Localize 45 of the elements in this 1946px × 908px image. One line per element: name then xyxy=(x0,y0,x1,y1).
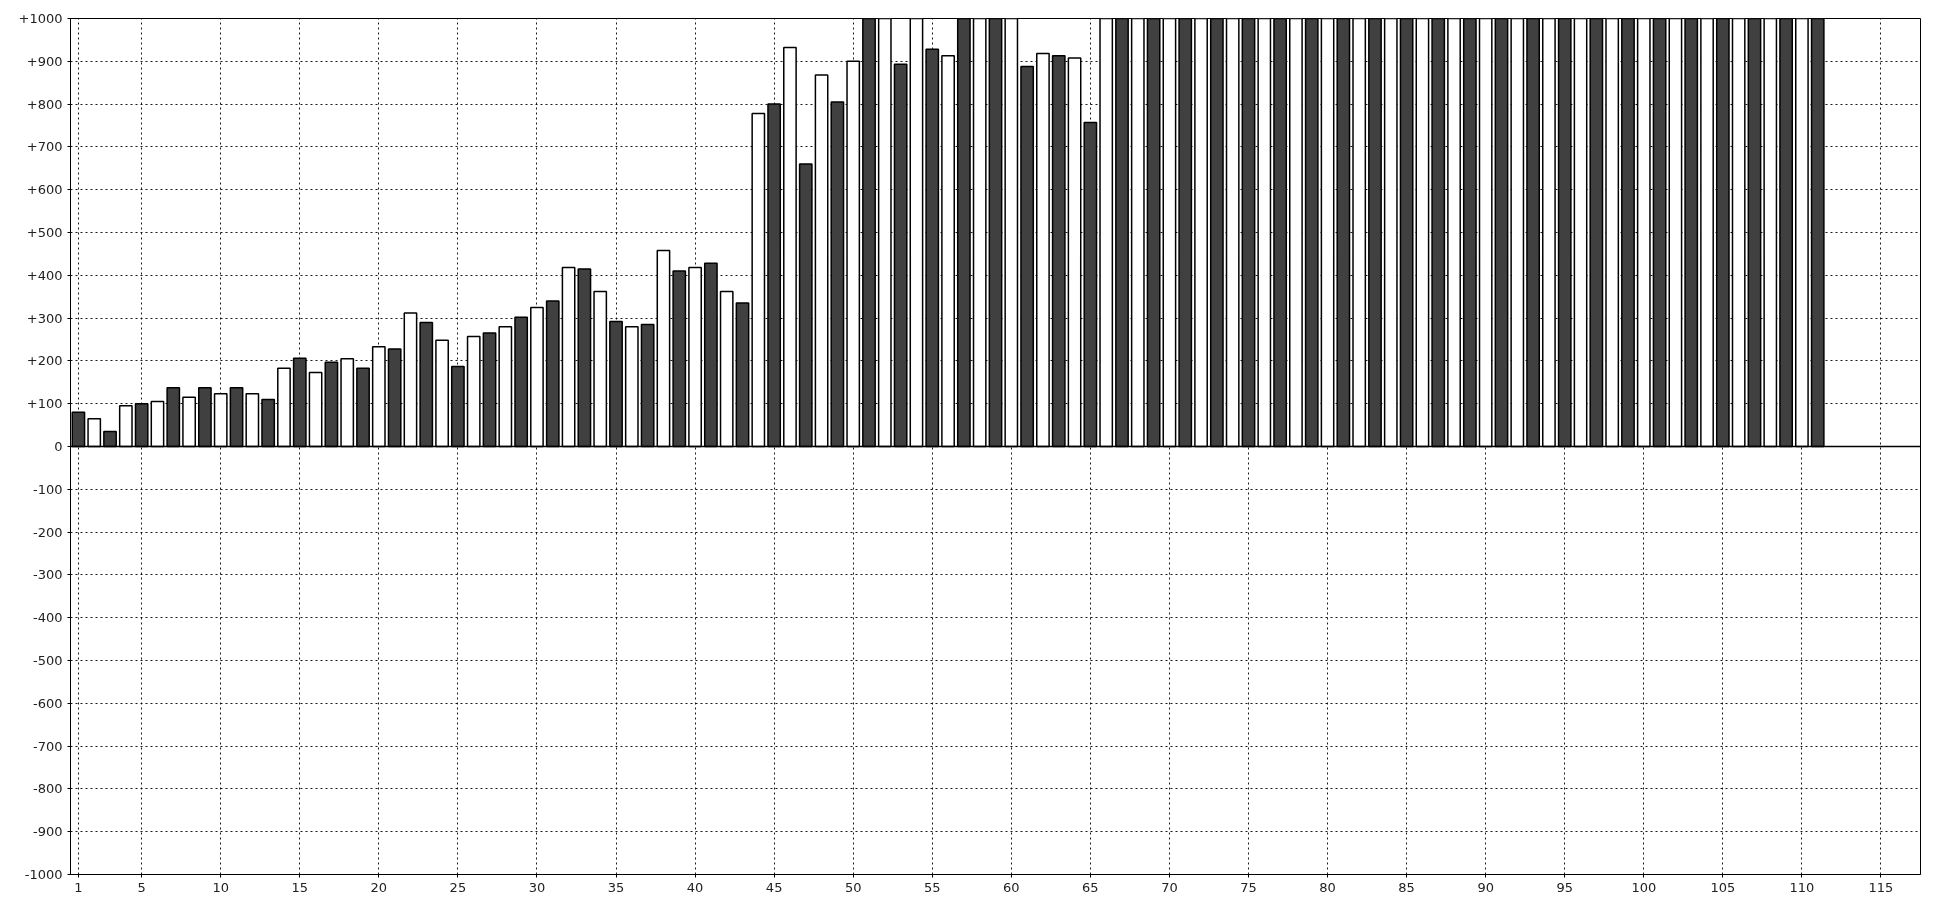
x-tick-label: 80 xyxy=(1319,879,1336,895)
x-tick-label: 55 xyxy=(923,879,941,895)
x-tick-label: 15 xyxy=(291,879,309,895)
x-tick-label: 25 xyxy=(449,879,467,895)
y-tick-label: -500 xyxy=(33,653,63,668)
y-tick-label: +800 xyxy=(26,96,63,112)
x-tick-label: 45 xyxy=(765,879,783,895)
y-tick-label: -200 xyxy=(33,524,63,540)
x-tick-label: 65 xyxy=(1082,879,1099,895)
y-tick-label: -1000 xyxy=(24,867,63,882)
x-tick-label: 10 xyxy=(212,879,229,895)
y-tick-label: +900 xyxy=(26,53,63,69)
y-tick-label: -100 xyxy=(33,481,63,497)
x-tick-label: 115 xyxy=(1868,879,1894,895)
x-tick-label: 60 xyxy=(1003,879,1020,895)
x-tick-label: 105 xyxy=(1710,879,1736,895)
y-tick-label: +100 xyxy=(26,396,63,412)
y-tick-label: 0 xyxy=(54,439,63,454)
x-tick-label: 35 xyxy=(607,879,625,895)
y-tick-label: +300 xyxy=(26,310,63,326)
x-tick-label: 50 xyxy=(844,879,862,895)
y-tick-label: +500 xyxy=(26,225,63,240)
x-tick-label: 20 xyxy=(370,879,388,895)
x-tick-label: 70 xyxy=(1161,879,1178,895)
y-tick-label: +200 xyxy=(26,353,63,369)
x-tick-label: 40 xyxy=(686,879,704,895)
y-tick-label: -700 xyxy=(33,738,63,754)
x-tick-label: 95 xyxy=(1556,879,1574,895)
y-tick-label: +600 xyxy=(26,182,63,198)
x-tick-label: 75 xyxy=(1240,879,1257,895)
y-tick-label: +700 xyxy=(26,139,63,155)
y-tick-label: -800 xyxy=(33,781,63,797)
x-tick-label: 5 xyxy=(137,879,146,895)
y-tick-label: -600 xyxy=(33,695,63,711)
x-tick-label: 85 xyxy=(1398,879,1415,895)
y-tick-label: -400 xyxy=(33,610,63,626)
x-tick-label: 100 xyxy=(1631,879,1657,895)
x-tick-label: 110 xyxy=(1789,879,1815,895)
y-tick-label: +1000 xyxy=(18,11,63,26)
y-tick-label: -300 xyxy=(33,567,63,583)
x-tick-label: 1 xyxy=(74,879,83,895)
y-tick-label: -900 xyxy=(33,824,63,840)
x-tick-label: 30 xyxy=(528,879,546,895)
x-tick-label: 90 xyxy=(1477,879,1494,895)
y-tick-label: +400 xyxy=(26,267,63,283)
